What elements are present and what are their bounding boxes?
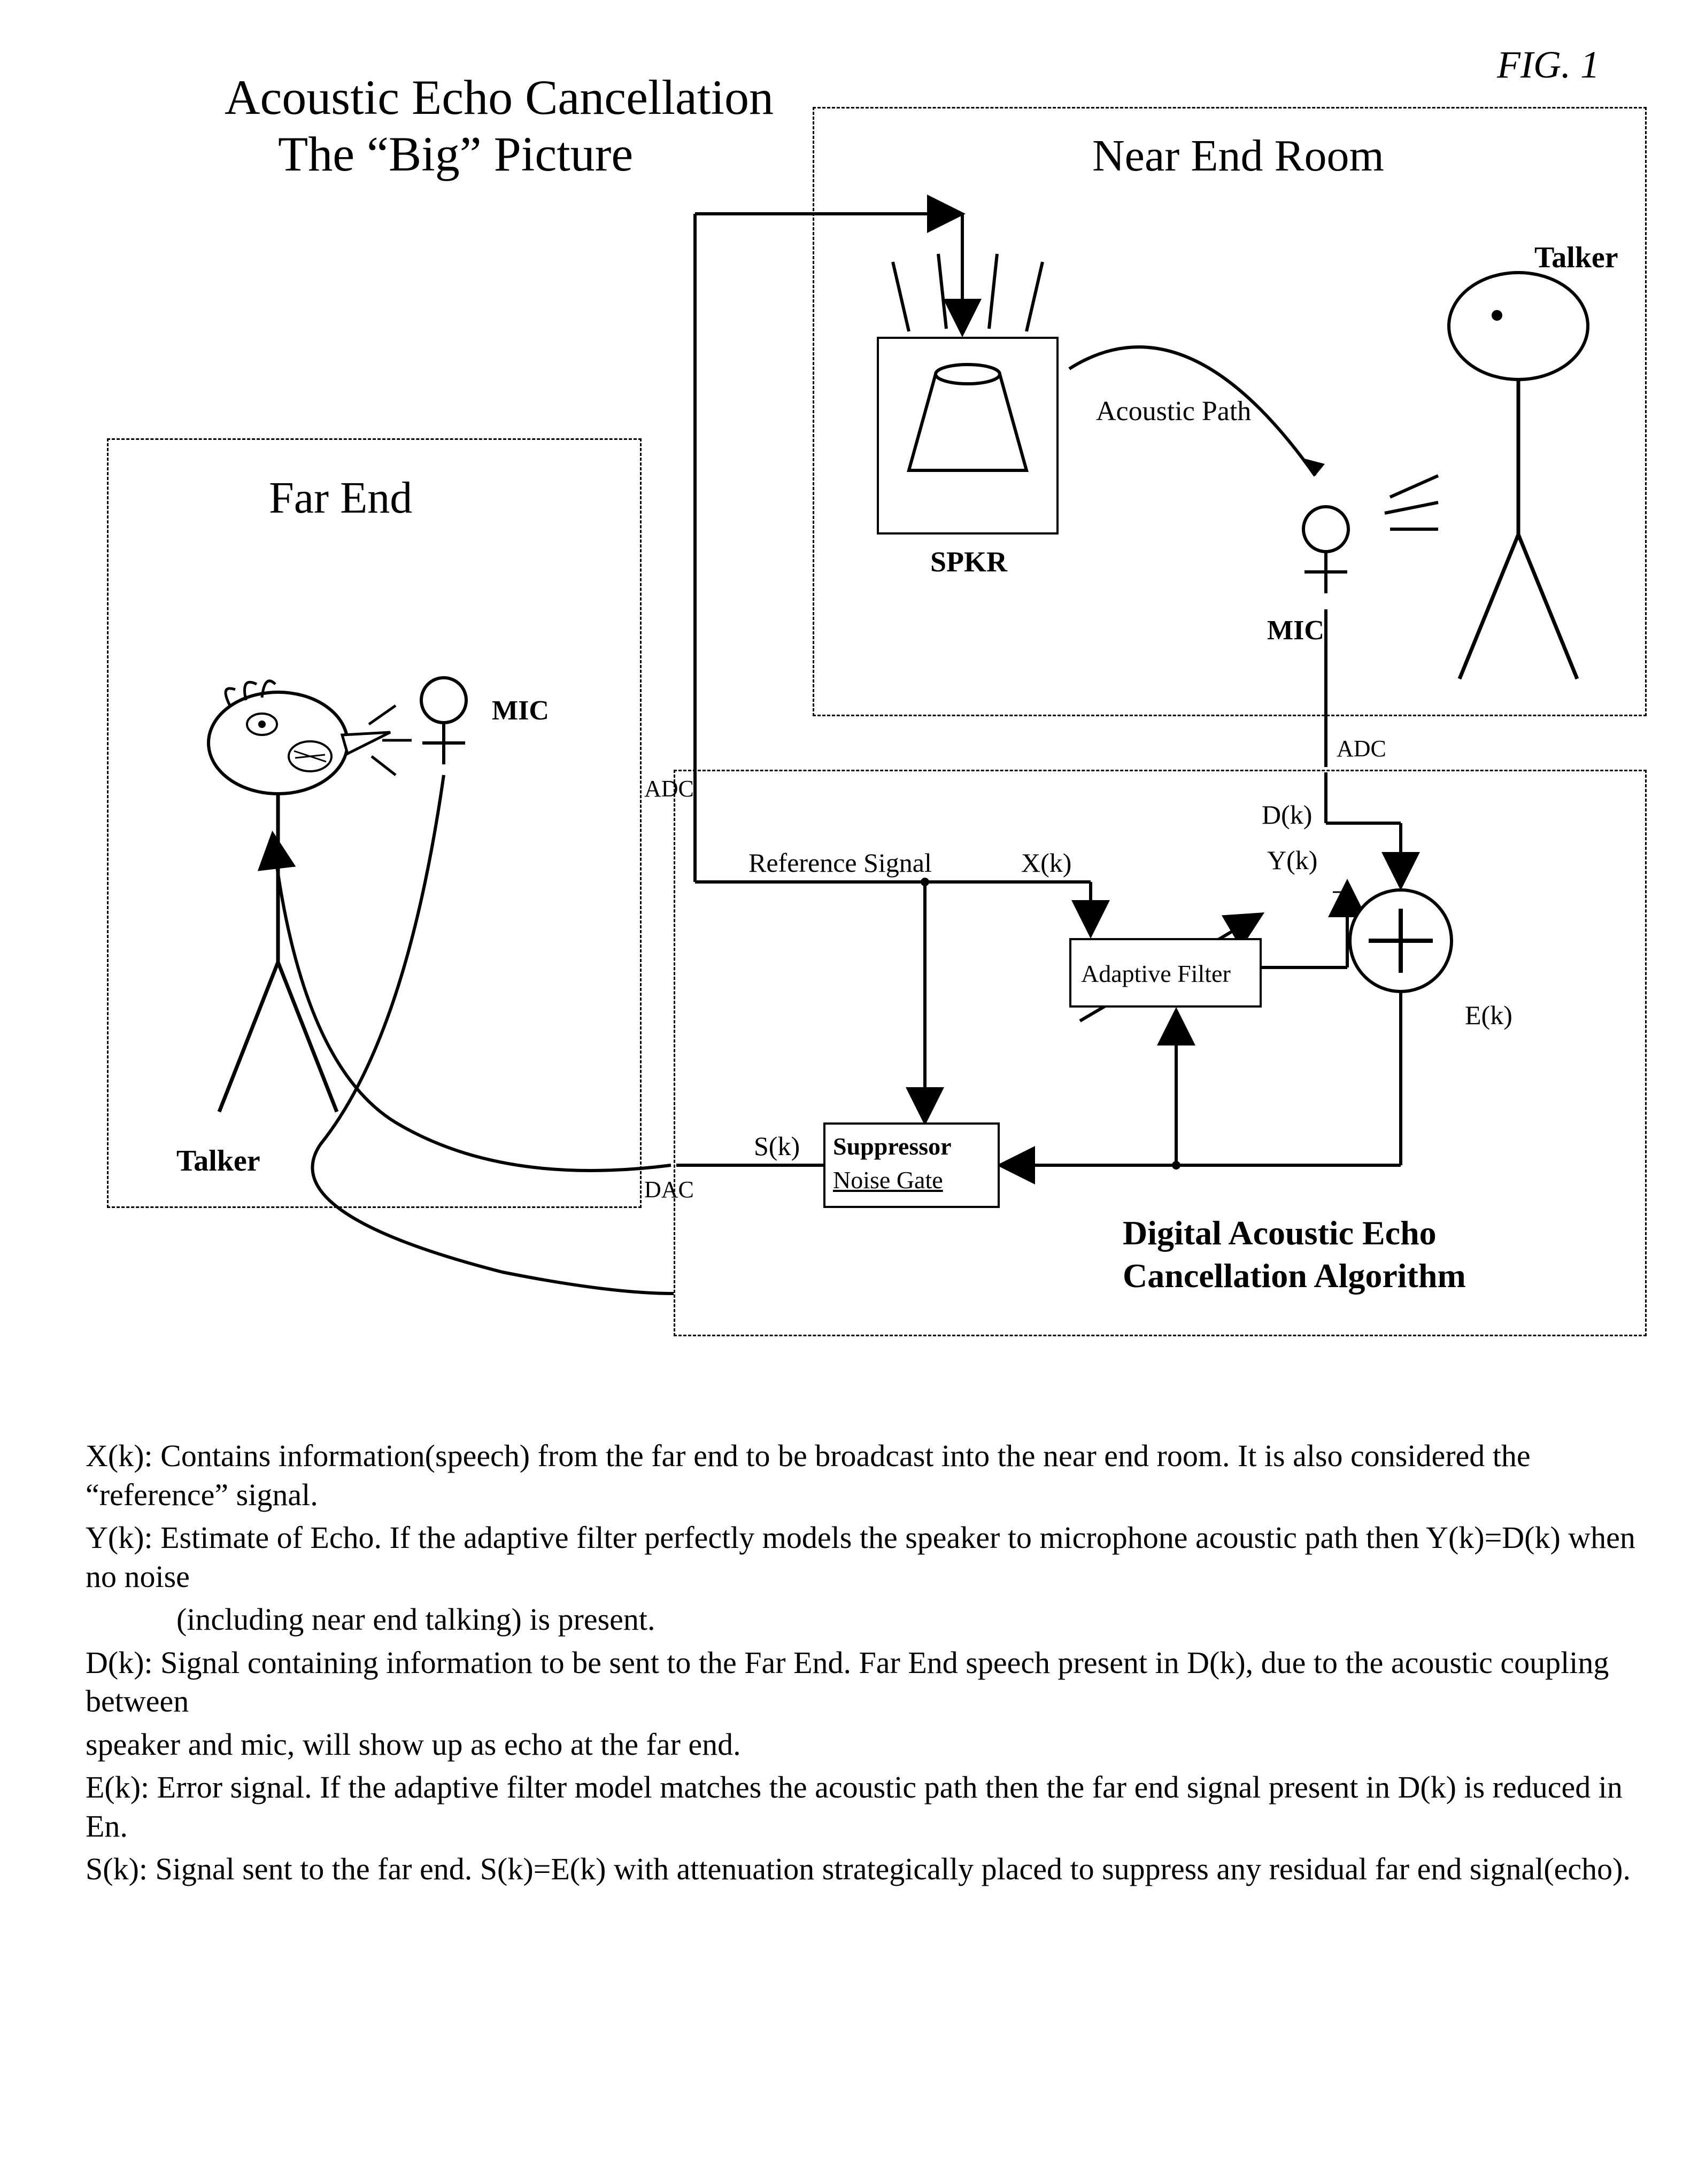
descriptions: X(k): Contains information(speech) from …	[86, 1432, 1668, 1889]
noise-gate-label: Noise Gate	[833, 1166, 1005, 1194]
xk-label: X(k)	[1021, 847, 1071, 878]
desc-sk: S(k): Signal sent to the far end. S(k)=E…	[86, 1850, 1668, 1889]
adaptive-filter-label: Adaptive Filter	[1081, 959, 1269, 988]
adc-label-right: ADC	[1337, 735, 1386, 762]
dac-label: DAC	[644, 1176, 694, 1203]
sk-label: S(k)	[754, 1130, 800, 1161]
suppressor-label: Suppressor	[833, 1132, 1005, 1160]
adc-label-left: ADC	[644, 775, 694, 802]
ek-label: E(k)	[1465, 1000, 1512, 1031]
desc-xk: X(k): Contains information(speech) from …	[86, 1437, 1668, 1514]
adaptive-filter-box: Adaptive Filter	[1069, 938, 1262, 1008]
desc-yk-2: (including near end talking) is present.	[86, 1600, 1668, 1639]
desc-dk-2: speaker and mic, will show up as echo at…	[86, 1725, 1668, 1764]
yk-label: Y(k)	[1267, 845, 1317, 876]
dk-label: D(k)	[1262, 799, 1312, 830]
desc-yk-1: Y(k): Estimate of Echo. If the adaptive …	[86, 1519, 1668, 1596]
suppressor-box: Suppressor Noise Gate	[823, 1122, 1000, 1208]
desc-dk-1: D(k): Signal containing information to b…	[86, 1644, 1668, 1721]
yk-minus: −	[1331, 874, 1349, 911]
reference-signal-label: Reference Signal	[748, 847, 932, 878]
desc-ek: E(k): Error signal. If the adaptive filt…	[86, 1768, 1668, 1846]
